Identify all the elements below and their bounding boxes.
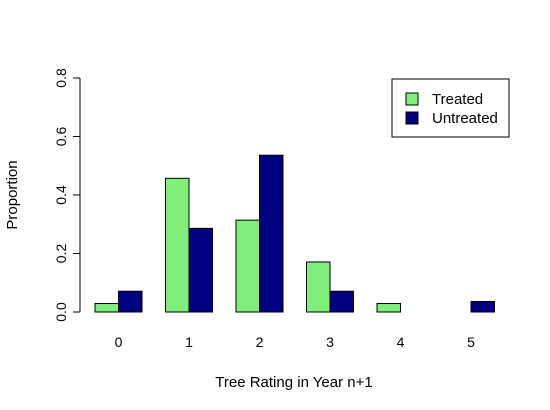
bar-treated-1 [165, 177, 190, 313]
y-tick-label: 0.6 [53, 127, 69, 147]
y-tick-label: 0.4 [53, 185, 69, 205]
legend-label-treated: Treated [432, 91, 483, 108]
bar-untreated-0 [118, 290, 143, 313]
y-axis-title: Proportion [4, 160, 21, 229]
x-tick-label: 2 [256, 334, 264, 350]
bar-untreated-5 [470, 300, 495, 313]
x-tick-label: 3 [326, 334, 334, 350]
bar-untreated-2 [259, 154, 284, 313]
bar-treated-3 [306, 261, 331, 313]
y-tick-label: 0.8 [53, 68, 69, 88]
bar-treated-0 [94, 303, 119, 313]
legend: Treated Untreated [391, 78, 510, 138]
legend-label-untreated: Untreated [432, 110, 498, 127]
bar-untreated-1 [188, 227, 213, 313]
x-axis-labels: 0 1 2 3 4 5 [115, 334, 476, 350]
y-axis: 0.0 0.2 0.4 0.6 0.8 [53, 68, 81, 322]
y-tick-label: 0.2 [53, 244, 69, 264]
bar-treated-4 [376, 303, 401, 313]
legend-swatch-untreated [405, 111, 419, 125]
bars [94, 154, 495, 313]
x-tick-label: 4 [397, 334, 405, 350]
legend-box [391, 78, 510, 138]
bar-treated-2 [235, 219, 260, 313]
bar-untreated-3 [329, 290, 354, 313]
y-tick-label: 0.0 [53, 302, 69, 322]
x-axis-title: Tree Rating in Year n+1 [215, 374, 372, 391]
x-tick-label: 1 [185, 334, 193, 350]
x-tick-label: 5 [467, 334, 475, 350]
x-tick-label: 0 [115, 334, 123, 350]
legend-swatch-treated [405, 92, 419, 106]
